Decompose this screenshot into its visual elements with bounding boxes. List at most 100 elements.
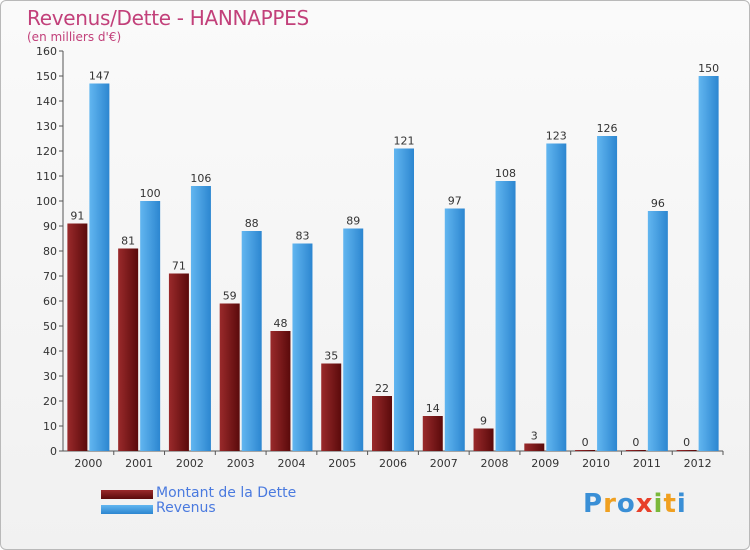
- label-dette: 48: [273, 317, 287, 330]
- y-tick-label: 120: [36, 145, 57, 158]
- label-dette: 35: [324, 350, 338, 363]
- bar-revenus: [444, 208, 465, 451]
- label-revenus: 97: [448, 195, 462, 208]
- label-revenus: 150: [698, 62, 719, 75]
- x-tick-label: 2009: [531, 457, 559, 470]
- bar-revenus: [546, 143, 567, 451]
- y-tick-label: 60: [43, 295, 57, 308]
- bar-dette: [270, 331, 291, 451]
- label-revenus: 147: [89, 70, 110, 83]
- label-dette: 9: [480, 415, 487, 428]
- x-tick-label: 2011: [633, 457, 661, 470]
- proxiti-logo: Proxiti: [583, 489, 687, 519]
- y-tick-label: 110: [36, 170, 57, 183]
- label-dette: 14: [426, 402, 440, 415]
- label-revenus: 89: [346, 215, 360, 228]
- x-tick-label: 2005: [328, 457, 356, 470]
- logo-letter: P: [583, 489, 604, 519]
- y-tick-label: 50: [43, 320, 57, 333]
- label-dette: 22: [375, 382, 389, 395]
- y-tick-label: 100: [36, 195, 57, 208]
- y-tick-label: 0: [50, 445, 57, 458]
- bar-revenus: [89, 83, 110, 451]
- bar-revenus: [140, 201, 161, 451]
- logo-letter: i: [653, 489, 664, 519]
- bar-dette: [168, 273, 189, 451]
- chart-subtitle: (en milliers d'€): [27, 30, 122, 44]
- bar-revenus: [190, 186, 211, 451]
- value-labels: 91 147 81 100 71 106 59 88 48 83 35 89 22 121 14 97 9 108…: [70, 62, 719, 449]
- logo-letter: o: [616, 489, 636, 519]
- bar-dette: [422, 416, 443, 451]
- label-revenus: 100: [140, 187, 161, 200]
- label-revenus: 123: [546, 130, 567, 143]
- bars: [67, 76, 719, 451]
- bar-dette: [219, 303, 240, 451]
- bar-revenus: [343, 228, 364, 451]
- x-tick-label: 2004: [277, 457, 305, 470]
- label-dette: 0: [632, 436, 639, 449]
- label-revenus: 83: [295, 230, 309, 243]
- label-revenus: 108: [495, 167, 516, 180]
- y-tick-label: 30: [43, 370, 57, 383]
- y-tick-label: 150: [36, 70, 57, 83]
- bar-dette: [575, 450, 596, 451]
- y-tick-label: 160: [36, 45, 57, 58]
- x-tick-label: 2000: [74, 457, 102, 470]
- bar-dette: [473, 428, 494, 451]
- bar-dette: [321, 363, 342, 451]
- legend-label-revenus: Revenus: [156, 500, 216, 516]
- logo-letter: x: [635, 489, 654, 519]
- label-dette: 0: [582, 436, 589, 449]
- x-tick-label: 2007: [430, 457, 458, 470]
- y-tick-label: 40: [43, 345, 57, 358]
- axes: 0102030405060708090100110120130140150160…: [36, 45, 724, 470]
- label-dette: 81: [121, 235, 135, 248]
- x-tick-label: 2003: [227, 457, 255, 470]
- legend-swatch-dette: [101, 490, 153, 499]
- y-tick-label: 10: [43, 420, 57, 433]
- y-tick-label: 140: [36, 95, 57, 108]
- x-tick-label: 2012: [684, 457, 712, 470]
- y-tick-label: 80: [43, 245, 57, 258]
- label-dette: 71: [172, 260, 186, 273]
- bar-revenus: [394, 148, 414, 451]
- legend-swatch-revenus: [101, 505, 153, 514]
- logo-letter: r: [603, 489, 617, 519]
- x-tick-label: 2006: [379, 457, 407, 470]
- y-tick-label: 130: [36, 120, 57, 133]
- bar-revenus: [292, 243, 313, 451]
- label-revenus: 106: [190, 172, 211, 185]
- label-dette: 3: [531, 430, 538, 443]
- label-dette: 0: [683, 436, 690, 449]
- bar-dette: [372, 396, 392, 451]
- label-dette: 59: [223, 290, 237, 303]
- bar-revenus: [495, 181, 516, 451]
- x-tick-label: 2008: [481, 457, 509, 470]
- bar-dette: [118, 248, 139, 451]
- bar-dette: [524, 443, 545, 451]
- bar-dette: [67, 223, 88, 451]
- y-tick-label: 70: [43, 270, 57, 283]
- legend-label-dette: Montant de la Dette: [156, 485, 297, 501]
- label-revenus: 96: [651, 197, 665, 210]
- label-dette: 91: [70, 210, 84, 223]
- label-revenus: 88: [245, 217, 259, 230]
- bar-dette: [676, 450, 697, 451]
- bar-revenus: [647, 211, 668, 451]
- y-tick-label: 20: [43, 395, 57, 408]
- bar-revenus: [241, 231, 262, 451]
- x-tick-label: 2010: [582, 457, 610, 470]
- y-tick-label: 90: [43, 220, 57, 233]
- label-revenus: 126: [597, 122, 618, 135]
- bar-dette: [625, 450, 646, 451]
- x-tick-label: 2002: [176, 457, 204, 470]
- bar-revenus: [597, 136, 618, 451]
- bar-revenus: [698, 76, 719, 451]
- label-revenus: 121: [394, 135, 415, 148]
- logo-letter: i: [676, 489, 687, 519]
- x-tick-label: 2001: [125, 457, 153, 470]
- logo-letter: t: [663, 489, 677, 519]
